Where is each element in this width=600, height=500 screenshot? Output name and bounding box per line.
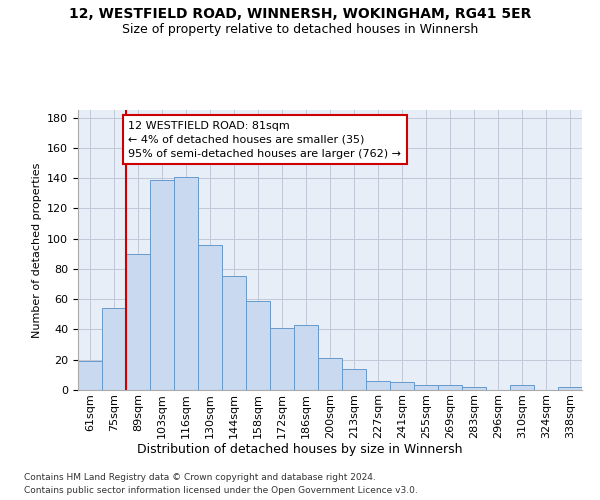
Text: Distribution of detached houses by size in Winnersh: Distribution of detached houses by size …	[137, 442, 463, 456]
Text: Size of property relative to detached houses in Winnersh: Size of property relative to detached ho…	[122, 22, 478, 36]
Bar	[198, 244, 222, 390]
Text: 12 WESTFIELD ROAD: 81sqm
← 4% of detached houses are smaller (35)
95% of semi-de: 12 WESTFIELD ROAD: 81sqm ← 4% of detache…	[128, 120, 401, 158]
Bar	[222, 276, 246, 390]
Text: Contains HM Land Registry data © Crown copyright and database right 2024.: Contains HM Land Registry data © Crown c…	[24, 472, 376, 482]
Bar	[366, 381, 390, 390]
Bar	[246, 300, 270, 390]
Bar	[174, 176, 198, 390]
Bar	[150, 180, 174, 390]
Bar	[558, 387, 582, 390]
Bar	[294, 325, 318, 390]
Bar	[126, 254, 150, 390]
Bar	[390, 382, 414, 390]
Bar	[102, 308, 126, 390]
Text: Contains public sector information licensed under the Open Government Licence v3: Contains public sector information licen…	[24, 486, 418, 495]
Bar	[78, 361, 102, 390]
Bar	[318, 358, 342, 390]
Y-axis label: Number of detached properties: Number of detached properties	[32, 162, 41, 338]
Text: 12, WESTFIELD ROAD, WINNERSH, WOKINGHAM, RG41 5ER: 12, WESTFIELD ROAD, WINNERSH, WOKINGHAM,…	[69, 8, 531, 22]
Bar	[270, 328, 294, 390]
Bar	[438, 386, 462, 390]
Bar	[414, 386, 438, 390]
Bar	[342, 369, 366, 390]
Bar	[510, 386, 534, 390]
Bar	[462, 387, 486, 390]
